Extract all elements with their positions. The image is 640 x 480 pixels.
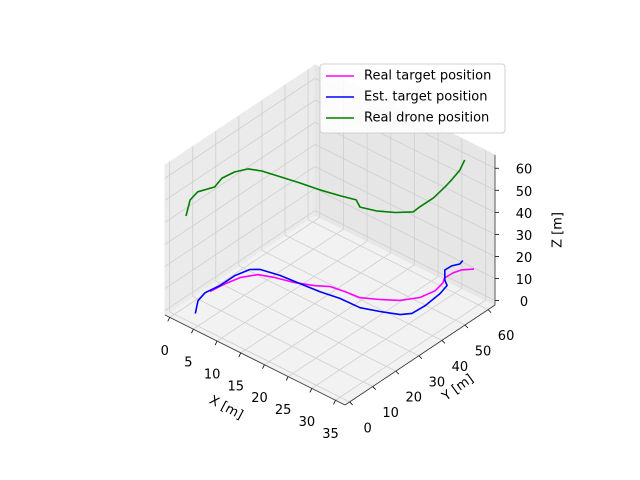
x-tick-label: 20 [251, 391, 268, 406]
trajectory-line [185, 159, 466, 217]
tick-mark [441, 340, 446, 344]
y-tick-label: 30 [429, 375, 446, 390]
grid-line [314, 210, 496, 301]
legend-label: Real target position [364, 69, 491, 84]
grid-line [240, 252, 392, 354]
x-tick-label: 10 [204, 368, 221, 383]
z-tick-label: 10 [516, 273, 533, 288]
x-axis-label: X [m] [207, 393, 246, 423]
tick-mark [285, 376, 289, 381]
axis-line [344, 304, 496, 406]
z-tick-label: 40 [516, 207, 533, 222]
grid-line [261, 250, 443, 341]
grid-line [164, 144, 316, 245]
x-tick-label: 0 [161, 344, 169, 359]
tick-mark [487, 309, 492, 313]
grid-line [314, 188, 496, 279]
grid-line [335, 299, 486, 401]
grid-line [169, 217, 320, 318]
grid-line [164, 188, 316, 289]
x-tick-label: 25 [275, 403, 292, 418]
x-tick-label: 35 [322, 427, 339, 442]
z-tick-label: 20 [516, 251, 533, 266]
grid-line [193, 228, 344, 330]
tick-mark [214, 340, 218, 346]
y-tick-label: 60 [498, 329, 515, 344]
grid-line [164, 166, 316, 267]
trajectory-line [194, 259, 464, 316]
y-tick-label: 0 [363, 421, 371, 436]
grid-line [314, 121, 496, 213]
tick-mark [395, 370, 400, 375]
tick-mark [167, 317, 171, 322]
grid-line [164, 210, 316, 311]
tick-mark [309, 388, 313, 393]
axis-line [164, 314, 346, 406]
tick-mark [262, 364, 265, 369]
grid-line [314, 144, 496, 235]
grid-line [264, 264, 415, 366]
y-tick-label: 50 [475, 345, 492, 360]
grid-line [192, 296, 373, 387]
grid-line [169, 311, 350, 403]
z-tick-label: 50 [516, 185, 533, 200]
legend-box [319, 63, 506, 134]
y-tick-label: 40 [452, 360, 469, 375]
grid-line [284, 234, 466, 326]
legend-label: Est. target position [364, 90, 488, 105]
x-tick-label: 30 [299, 415, 316, 430]
z-axis-label: Z [m] [551, 212, 566, 248]
grid-line [287, 276, 439, 377]
tick-mark [238, 352, 242, 358]
tick-mark [191, 329, 194, 334]
y-tick-label: 20 [405, 391, 422, 406]
grid-line [164, 77, 316, 179]
z-tick-label: 60 [516, 163, 533, 178]
grid-line [164, 122, 316, 223]
tick-mark [418, 355, 423, 360]
grid-line [311, 288, 463, 389]
tick-mark [372, 386, 376, 390]
grid-line [238, 265, 420, 357]
grid-line [307, 219, 489, 310]
x-tick-label: 15 [228, 379, 245, 394]
legend-label: Real drone position [364, 111, 489, 126]
tick-mark [333, 400, 336, 405]
tick-mark [464, 324, 469, 329]
tick-mark [349, 401, 353, 406]
z-tick-label: 30 [516, 229, 533, 244]
grid-line [164, 99, 316, 201]
z-tick-label: 0 [520, 295, 528, 310]
grid-line [216, 240, 368, 342]
y-tick-label: 10 [382, 406, 399, 421]
x-tick-label: 5 [184, 356, 192, 371]
grid-line [215, 280, 396, 372]
